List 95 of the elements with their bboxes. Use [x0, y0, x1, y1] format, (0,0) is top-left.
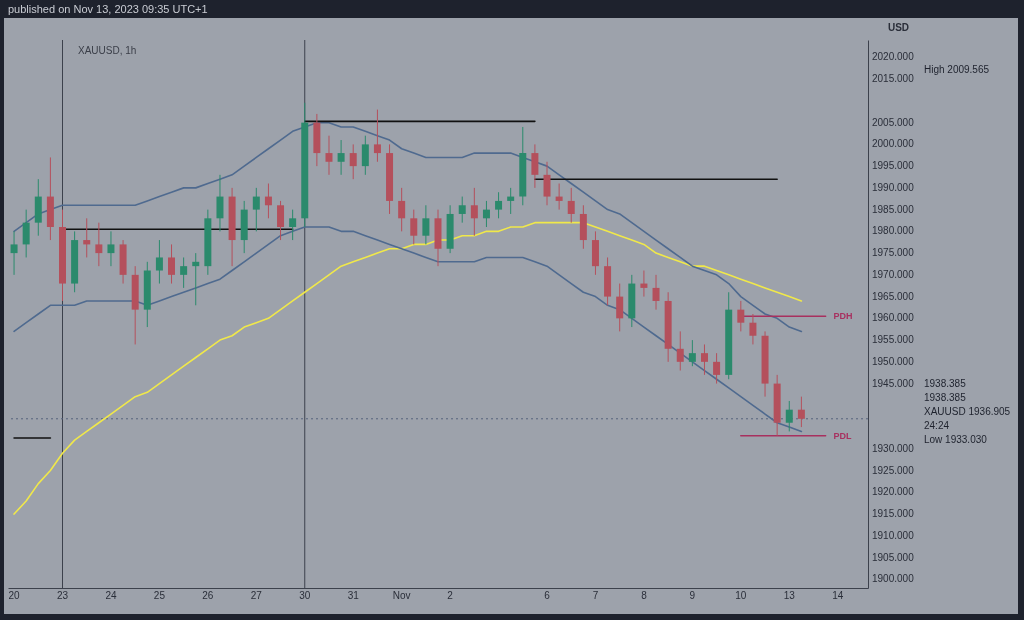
y-axis-title: USD [887, 21, 910, 33]
y-tick-label: 1985.000 [872, 203, 915, 215]
x-tick-label: 24 [105, 589, 117, 601]
candlestick [652, 274, 660, 311]
candlestick [289, 209, 297, 241]
text: XAUUSD 1936.905 [924, 406, 1011, 417]
y-tick-label: 1975.000 [872, 247, 915, 259]
candlestick [458, 196, 466, 224]
candlestick [325, 135, 333, 176]
candlestick [422, 204, 430, 245]
line-series [13, 226, 803, 433]
series-label: PDH [833, 311, 853, 322]
y-tick-label: 1925.000 [872, 464, 915, 476]
x-tick-label: 25 [153, 589, 166, 601]
y-tick-label: 2005.000 [872, 116, 915, 128]
x-tick-label: 20 [8, 589, 21, 601]
candlestick [252, 187, 260, 232]
candlestick [22, 209, 30, 258]
y-tick-label: 1905.000 [872, 551, 915, 563]
candlestick [168, 243, 176, 285]
x-tick-label: 14 [832, 589, 844, 601]
x-tick-label: 13 [783, 589, 796, 601]
y-tick-label: 1990.000 [872, 181, 915, 193]
candlestick [95, 222, 103, 267]
candlestick [83, 217, 91, 258]
x-tick-label: 26 [202, 589, 214, 601]
candlestick [10, 230, 18, 276]
text: High 2009.565 [924, 64, 990, 75]
candlestick [398, 187, 406, 232]
candlestick [797, 396, 805, 428]
candlestick [676, 330, 684, 372]
candlestick [470, 187, 478, 237]
candlestick [531, 143, 539, 189]
text: Low 1933.030 [924, 434, 988, 445]
candlestick [700, 343, 708, 376]
y-tick-label: 2015.000 [872, 73, 915, 85]
candlestick [373, 109, 381, 163]
candlestick [192, 252, 200, 306]
candlestick [555, 183, 563, 211]
x-tick-label: 23 [56, 589, 69, 601]
x-tick-label: 2 [447, 589, 454, 601]
y-tick-label: 1915.000 [872, 508, 915, 520]
series-label: PDL [833, 430, 853, 441]
x-tick-label: 31 [347, 589, 360, 601]
candlestick [713, 352, 721, 385]
y-tick-label: 1965.000 [872, 290, 915, 302]
y-tick-label: 1920.000 [872, 486, 915, 498]
x-tick-label: 7 [592, 589, 599, 601]
candlestick [737, 300, 745, 332]
line-series [13, 221, 803, 515]
candlestick [543, 161, 551, 206]
x-tick-label: 10 [735, 589, 747, 601]
candlestick [749, 313, 757, 345]
candlestick [277, 200, 285, 241]
x-tick-label: 27 [250, 589, 263, 601]
candlestick [785, 400, 793, 432]
x-tick-label: 6 [544, 589, 551, 601]
candlestick [688, 339, 696, 367]
candlestick [640, 270, 648, 298]
x-tick-label: 8 [641, 589, 648, 601]
y-tick-label: 1960.000 [872, 312, 915, 324]
x-tick-label: 30 [299, 589, 311, 601]
candlestick [155, 239, 163, 285]
candlestick [264, 183, 272, 219]
candlestick [495, 191, 503, 219]
candlestick [180, 256, 188, 289]
candlestick [567, 187, 575, 224]
text: 1938.385 [924, 392, 967, 403]
y-tick-label: 2000.000 [872, 138, 915, 150]
chart-title: XAUUSD, 1h [78, 45, 137, 56]
y-tick-label: 2020.000 [872, 51, 915, 63]
candlestick [349, 143, 357, 180]
line-series [13, 121, 803, 333]
y-tick-label: 1955.000 [872, 334, 915, 346]
candlestick [216, 174, 224, 232]
y-tick-label: 1980.000 [872, 225, 915, 237]
candlestick [337, 139, 345, 176]
candlestick [482, 200, 490, 228]
y-tick-label: 1995.000 [872, 160, 915, 172]
y-tick-label: 1910.000 [872, 529, 915, 541]
candlestick [361, 135, 369, 176]
text: published on Nov 13, 2023 09:35 UTC+1 [7, 2, 209, 17]
y-tick-label: 1970.000 [872, 268, 915, 280]
y-tick-label: 1945.000 [872, 377, 915, 389]
text: 1938.385 [924, 378, 967, 389]
y-tick-label: 1950.000 [872, 355, 915, 367]
y-tick-label: 1930.000 [872, 442, 915, 454]
candlestick [410, 209, 418, 245]
candlestick [107, 230, 115, 267]
y-tick-label: 1900.000 [872, 573, 915, 585]
candlestick [616, 283, 624, 332]
text: 24:24 [924, 420, 950, 431]
x-tick-label: 9 [689, 589, 696, 601]
candlestick [507, 187, 515, 215]
x-tick-label: Nov [392, 589, 411, 601]
